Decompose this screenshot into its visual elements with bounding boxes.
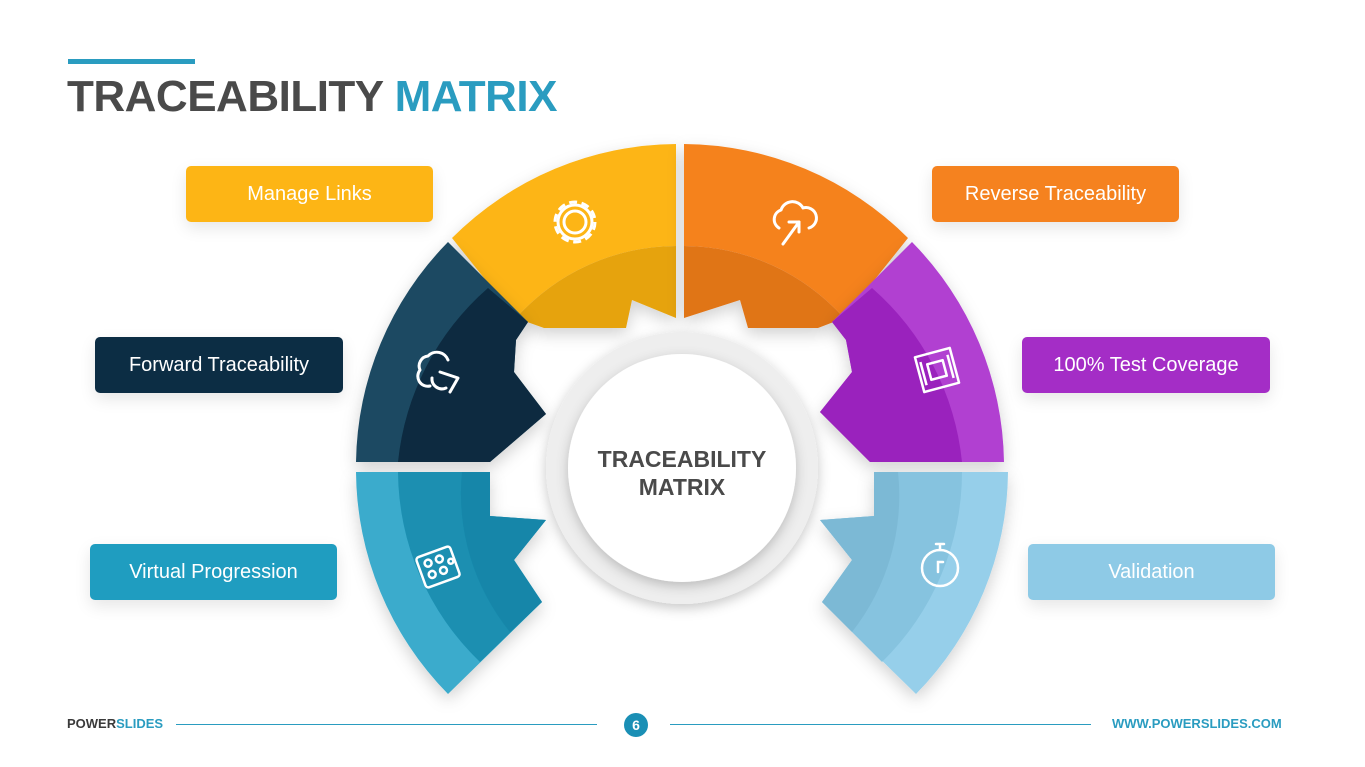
- footer-brand-part-1: POWER: [67, 716, 117, 731]
- label-manage-links: Manage Links: [186, 166, 433, 222]
- label-reverse-traceability-text: Reverse Traceability: [964, 182, 1147, 205]
- label-manage-links-text: Manage Links: [247, 182, 372, 205]
- title-part-1: TRACEABILITY: [67, 72, 383, 121]
- label-virtual-progression: Virtual Progression: [90, 544, 337, 600]
- label-test-coverage: 100% Test Coverage: [1022, 337, 1270, 393]
- cloud-upload-icon: [772, 200, 818, 246]
- page-number-badge: 6: [624, 713, 648, 737]
- page-title: TRACEABILITY MATRIX: [67, 72, 557, 122]
- segment-reverse-traceability: [684, 144, 908, 328]
- footer-divider-right: [670, 724, 1091, 725]
- timer-icon: [920, 542, 960, 588]
- label-reverse-traceability: Reverse Traceability: [932, 166, 1179, 222]
- circuit-board-icon: [913, 346, 961, 394]
- label-test-coverage-text: 100% Test Coverage: [1053, 353, 1239, 376]
- cloud-arrow-icon: [416, 350, 460, 394]
- label-forward-traceability: Forward Traceability: [95, 337, 343, 393]
- title-accent-bar: [68, 59, 195, 64]
- footer-url[interactable]: WWW.POWERSLIDES.COM: [1112, 716, 1282, 731]
- label-forward-traceability-text: Forward Traceability: [128, 353, 310, 376]
- center-hub: TRACEABILITY MATRIX: [546, 332, 818, 604]
- segment-forward-traceability: [356, 242, 546, 462]
- segment-test-coverage: [820, 242, 1004, 462]
- center-title-line-1: TRACEABILITY: [598, 446, 767, 472]
- title-part-2: MATRIX: [394, 72, 558, 121]
- label-validation-text: Validation: [1108, 560, 1195, 583]
- segment-validation: [820, 472, 1008, 694]
- center-title-line-2: MATRIX: [639, 474, 726, 500]
- gear-icon: [553, 200, 597, 244]
- blister-pack-icon: [415, 545, 461, 589]
- label-validation: Validation: [1028, 544, 1275, 600]
- footer-brand: POWERSLIDES: [67, 716, 163, 731]
- footer-brand-part-2: SLIDES: [116, 716, 164, 731]
- footer-divider-left: [176, 724, 597, 725]
- page-number: 6: [632, 717, 640, 733]
- label-virtual-progression-text: Virtual Progression: [129, 560, 298, 583]
- segment-manage-links: [452, 144, 676, 328]
- segment-virtual-progression: [356, 472, 546, 694]
